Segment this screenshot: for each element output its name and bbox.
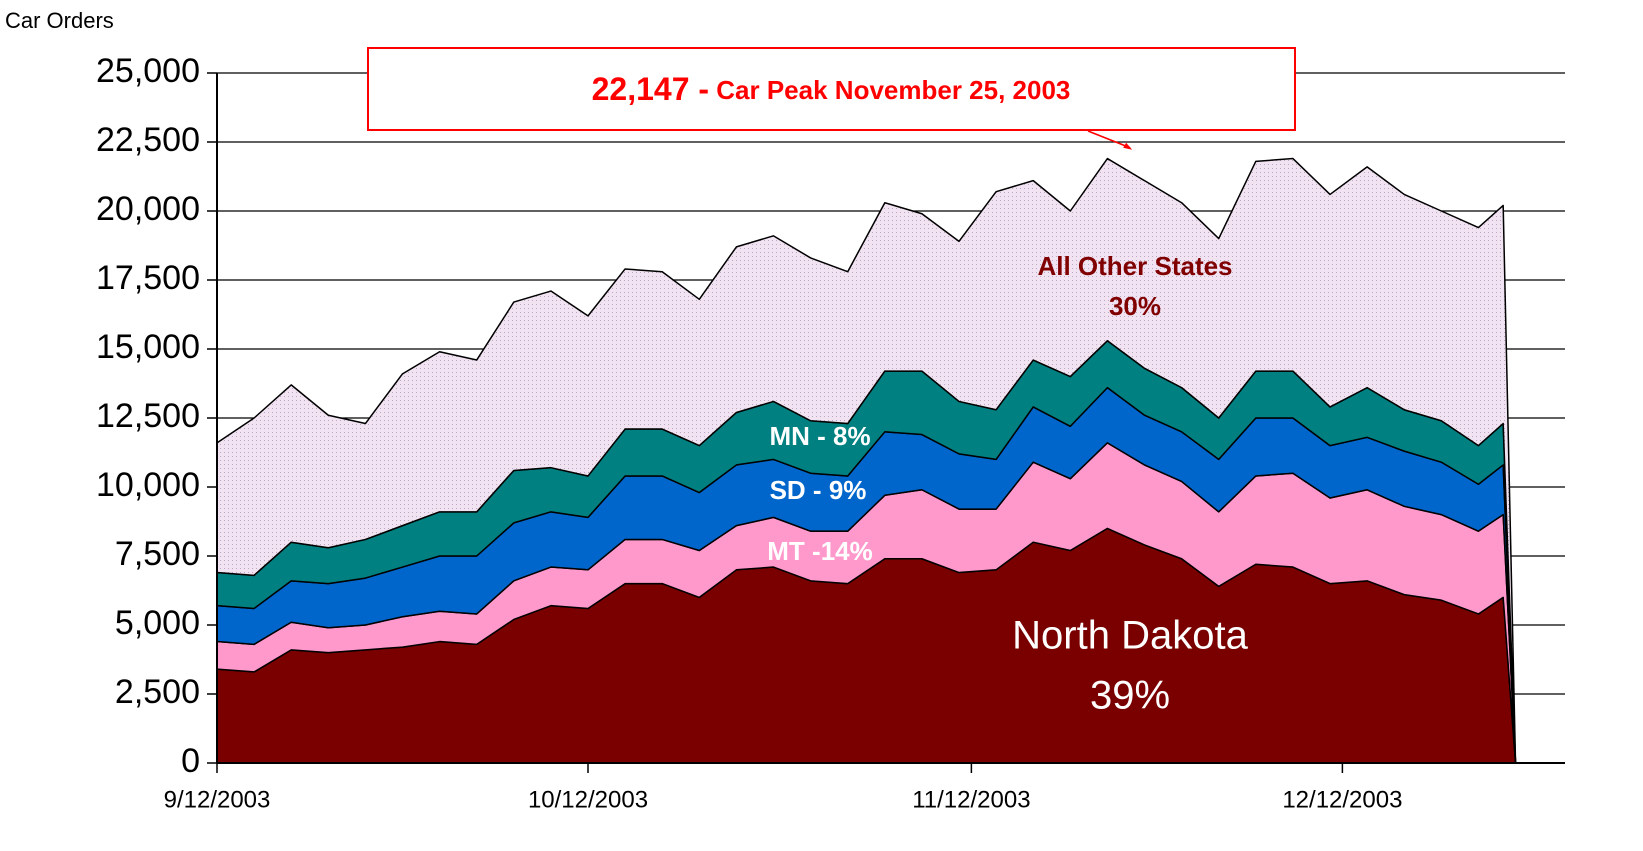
series-label: All Other States — [1037, 251, 1232, 281]
series-share: 39% — [1090, 674, 1170, 718]
annotation-box — [367, 47, 1296, 131]
y-tick-label: 7,500 — [115, 535, 200, 573]
annotation-space — [709, 75, 716, 105]
x-tick-label: 12/12/2003 — [1282, 786, 1402, 813]
x-tick-label: 10/12/2003 — [528, 786, 648, 813]
x-tick-label: 9/12/2003 — [164, 786, 271, 813]
y-tick-label: 10,000 — [96, 466, 200, 504]
annotation-value: 22,147 - — [592, 71, 709, 107]
y-tick-label: 17,500 — [96, 259, 200, 297]
y-tick-label: 2,500 — [115, 673, 200, 711]
y-tick-label: 22,500 — [96, 121, 200, 159]
series-label: MT -14% — [767, 536, 872, 566]
series-label: MN - 8% — [769, 421, 870, 451]
y-tick-label: 15,000 — [96, 328, 200, 366]
annotation-caption: Car Peak November 25, 2003 — [716, 75, 1070, 105]
y-tick-label: 5,000 — [115, 604, 200, 642]
series-label: North Dakota — [1012, 614, 1248, 658]
annotation-arrow — [1087, 130, 1131, 149]
x-tick-label: 11/12/2003 — [912, 786, 1030, 813]
y-tick-label: 12,500 — [96, 397, 200, 435]
area — [216, 157, 1517, 764]
series-share: 30% — [1109, 291, 1161, 321]
series-label: SD - 9% — [770, 475, 867, 505]
annotation-arrowhead — [1123, 142, 1133, 150]
y-tick-label: 20,000 — [96, 190, 200, 228]
y-tick-label: 25,000 — [96, 52, 200, 90]
y-tick-label: 0 — [181, 742, 200, 780]
annotation-text: 22,147 - Car Peak November 25, 2003 — [592, 71, 1071, 107]
y-axis-label: Car Orders — [5, 8, 114, 33]
